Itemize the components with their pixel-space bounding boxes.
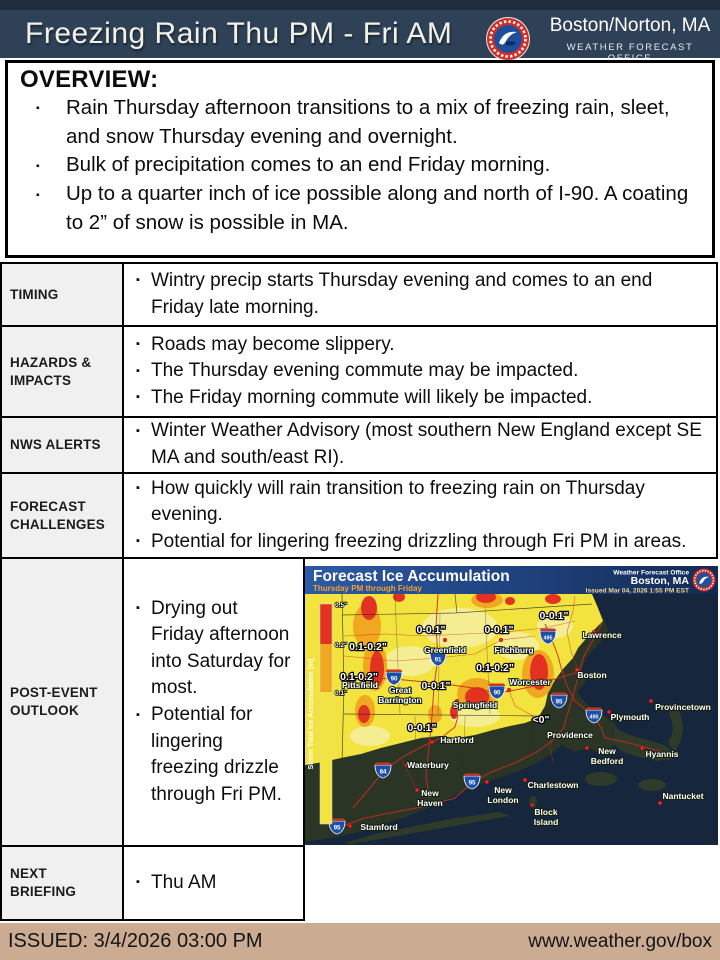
- city-label: Boston: [577, 670, 606, 680]
- row-content-nws-alerts: Winter Weather Advisory (most southern N…: [122, 416, 718, 474]
- city-label: London: [487, 795, 518, 805]
- row-content-next-briefing: Thu AM: [122, 845, 305, 921]
- city-label: Charlestown: [527, 780, 578, 790]
- accumulation-labels: 0-0.1" 0-0.1" 0-0.1" 0.1-0.2" 0.1-0.2" 0…: [339, 609, 570, 735]
- shield-number: 95: [556, 699, 563, 706]
- city-label: Plymouth: [611, 712, 650, 722]
- page-title: Freezing Rain Thu PM - Fri AM: [25, 17, 453, 50]
- city-label: Block: [534, 807, 557, 817]
- legend-tick: 0.1": [335, 690, 347, 697]
- header-bar: Freezing Rain Thu PM - Fri AM Boston/Nor…: [0, 0, 720, 64]
- city-label: Island: [534, 817, 559, 827]
- map-nws-logo-icon: [692, 568, 716, 592]
- accum-label: 0-0.1": [417, 624, 446, 636]
- city-label: Nantucket: [662, 791, 703, 801]
- shield-number: 95: [334, 825, 341, 832]
- ice-accumulation-map: 91 90 90 495 95 84 95 495 95 Pittsfield …: [305, 566, 718, 845]
- city-label: Lawrence: [582, 630, 621, 640]
- map-office-line1: Weather Forecast Office: [613, 570, 689, 577]
- map-issued: Issued Mar 04, 2026 1:55 PM EST: [586, 588, 689, 595]
- overview-box: OVERVIEW: Rain Thursday afternoon transi…: [5, 60, 715, 258]
- shield-number: 495: [544, 636, 553, 642]
- legend-title: Storm Total Ice Accumulation (in): [308, 659, 315, 770]
- accum-label: <0": [533, 714, 550, 726]
- accum-label: 0-0.1": [485, 624, 514, 636]
- city-label: Greenfield: [424, 645, 466, 655]
- row-content-forecast-challenges: How quickly will rain transition to free…: [122, 472, 718, 559]
- shield-number: 84: [380, 769, 387, 776]
- accum-label: 0-0.1": [422, 680, 451, 692]
- row-content-timing: Wintry precip starts Thursday evening an…: [122, 262, 718, 327]
- city-label: Hartford: [440, 735, 474, 745]
- map-legend: 0.5" 0.2" 0.1" Storm Total Ice Accumulat…: [308, 601, 348, 825]
- row-label-forecast-challenges: FORECAST CHALLENGES: [0, 472, 124, 559]
- row-content-post-event: Drying out Friday afternoon into Saturda…: [122, 557, 305, 847]
- overview-bullet-list: Rain Thursday afternoon transitions to a…: [20, 94, 704, 237]
- issued-timestamp: ISSUED: 3/4/2026 03:00 PM: [8, 930, 263, 952]
- city-label: Waterbury: [407, 760, 449, 770]
- city-labels: Pittsfield Greenfield Fitchburg Lawrence…: [341, 629, 712, 833]
- shield-number: 91: [435, 657, 442, 664]
- row-label-timing: TIMING: [0, 262, 124, 327]
- city-label: New: [598, 746, 616, 756]
- interstate-shields: 91 90 90 495 95 84 95 495 95: [328, 628, 603, 835]
- city-label: Fitchburg: [494, 645, 533, 655]
- accum-label: 0.1-0.2": [340, 671, 378, 683]
- city-label: Haven: [417, 798, 443, 808]
- accum-label: 0.1-0.2": [349, 641, 387, 653]
- row-content-hazards: Roads may become slippery. The Thursday …: [122, 325, 718, 418]
- nws-logo-icon: [484, 14, 532, 69]
- city-label: Springfield: [453, 700, 497, 710]
- shield-number: 90: [494, 690, 501, 697]
- city-dots: [347, 629, 663, 829]
- accum-label: 0.1-0.2": [476, 662, 514, 674]
- legend-tick: 0.5": [335, 602, 347, 609]
- overview-heading: OVERVIEW:: [20, 66, 159, 93]
- accum-label: 0-0.1": [540, 610, 569, 622]
- shield-number: 495: [590, 715, 599, 721]
- row-label-nws-alerts: NWS ALERTS: [0, 416, 124, 474]
- overview-bullet: Rain Thursday afternoon transitions to a…: [20, 94, 704, 151]
- overview-bullet: Up to a quarter inch of ice possible alo…: [20, 180, 704, 237]
- map-subtitle: Thursday PM through Friday: [313, 584, 422, 593]
- roads: [336, 593, 663, 829]
- shield-number: 90: [391, 676, 398, 683]
- city-label: Provincetown: [655, 702, 711, 712]
- row-label-next-briefing: NEXT BRIEFING: [0, 845, 124, 921]
- city-label: Barrington: [378, 695, 421, 705]
- row-label-hazards: HAZARDS & IMPACTS: [0, 325, 124, 418]
- city-label: New: [421, 788, 439, 798]
- city-label: Worcester: [509, 677, 551, 687]
- city-label: Stamford: [360, 822, 397, 832]
- shield-number: 95: [469, 780, 476, 787]
- map-office-line2: Boston, MA: [631, 575, 690, 587]
- website-url: www.weather.gov/box: [528, 931, 712, 952]
- map-title-bar: Forecast Ice Accumulation Thursday PM th…: [305, 566, 718, 595]
- city-label: Pittsfield: [342, 680, 378, 690]
- city-label: Providence: [547, 730, 593, 740]
- city-label: New: [494, 785, 512, 795]
- overview-bullet: Bulk of precipitation comes to an end Fr…: [20, 151, 704, 180]
- row-label-post-event: POST-EVENT OUTLOOK: [0, 557, 124, 847]
- footer-bar: ISSUED: 3/4/2026 03:00 PM www.weather.go…: [0, 923, 720, 960]
- state-borders: [341, 593, 593, 795]
- accum-label: 0-0.1": [408, 722, 437, 734]
- city-label: Great: [389, 685, 411, 695]
- city-label: Bedford: [591, 756, 624, 766]
- office-subtitle: WEATHER FORECAST OFFICE: [566, 42, 694, 64]
- office-name: Boston/Norton, MA: [549, 15, 711, 36]
- office-name-block: Boston/Norton, MA WEATHER FORECAST OFFIC…: [545, 13, 715, 64]
- city-label: Hyannis: [645, 749, 678, 759]
- legend-tick: 0.2": [335, 642, 347, 649]
- map-title: Forecast Ice Accumulation: [313, 568, 510, 585]
